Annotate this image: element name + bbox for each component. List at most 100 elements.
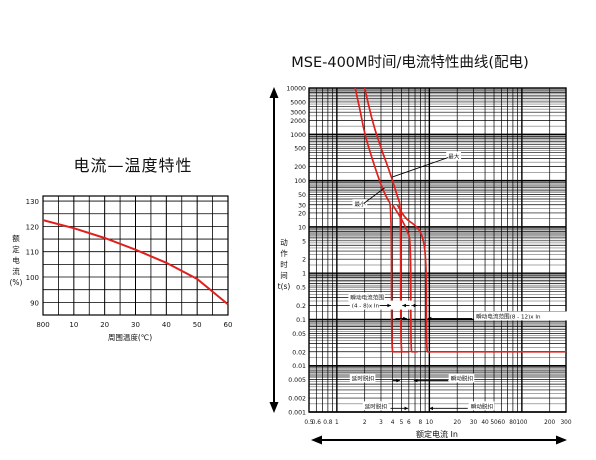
x-tick-label: 40 [481, 420, 489, 426]
y-tick-label: 0.2 [296, 303, 306, 310]
left-chart-title: 电流—温度特性 [73, 156, 192, 175]
leader-line [363, 187, 386, 204]
y-tick-label: 50 [298, 192, 306, 199]
annotation-arrowhead [396, 378, 400, 383]
annotation-bg [352, 199, 368, 209]
y-axis-label: 额 [12, 233, 20, 243]
y-axis-label: 流 [12, 266, 20, 276]
x-tick-label: 40 [162, 321, 171, 329]
leader-line [392, 157, 449, 178]
annotation-label: 瞬动脱扣 [451, 374, 474, 382]
annotation-bg [349, 373, 376, 383]
x-tick-label: 50 [490, 420, 498, 426]
annotation-label: 瞬动电流范围(8 - 12)x In [476, 312, 541, 320]
x-tick-label: 5 [400, 420, 404, 426]
annotation-bg [468, 401, 495, 411]
y-tick-label: 130 [26, 198, 39, 206]
y-axis-label: 间 [280, 271, 288, 280]
series-line [354, 87, 402, 353]
y-tick-label: 0.001 [288, 410, 306, 417]
x-tick-label: 0.5 [304, 420, 314, 426]
y-tick-label: 500 [294, 146, 306, 153]
annotation-arrowhead [387, 303, 392, 308]
y-tick-label: 5 [302, 238, 306, 245]
annotation-label: 瞬动脱扣 [471, 402, 494, 410]
y-axis-arrowhead [269, 87, 279, 98]
x-tick-label: 200 [544, 420, 555, 426]
annotation-bg [348, 292, 385, 302]
y-tick-label: 20 [298, 210, 306, 217]
x-tick-label: 100 [516, 420, 527, 426]
x-tick-label: 0.8 [323, 420, 333, 426]
x-tick-label: 800 [36, 321, 49, 329]
annotation-arrowhead [403, 316, 407, 321]
x-tick-label: 2 [363, 420, 367, 426]
x-tick-label: 60 [498, 420, 506, 426]
y-tick-label: 0.002 [288, 396, 306, 403]
y-tick-label: 2 [302, 257, 306, 264]
y-tick-label: 0.05 [292, 331, 306, 338]
y-tick-label: 0.005 [288, 377, 306, 384]
series-line [42, 219, 229, 306]
annotation-bg [362, 401, 389, 411]
x-tick-label: 8 [419, 420, 423, 426]
x-tick-label: 6 [407, 420, 411, 426]
y-tick-label: 110 [26, 249, 39, 257]
y-tick-label: 1 [302, 271, 306, 278]
x-axis-label: 额定电流 In [416, 429, 458, 439]
x-axis-arrowhead [311, 435, 322, 445]
current-temperature-chart: 电流—温度特性 90 100 110 120 130 800 10 20 30 40 50 60 额定电流… [10, 156, 233, 342]
x-axis-label: 周围温度(℃) [108, 332, 152, 342]
x-tick-label: 60 [224, 321, 233, 329]
y-tick-label: 120 [26, 223, 39, 231]
y-axis-label: 作 [280, 248, 288, 258]
annotation-label: 延时脱扣 [365, 402, 388, 410]
annotation-label: 延时脱扣 [352, 374, 375, 382]
x-tick-label: 50 [193, 321, 202, 329]
annotation-arrowhead [413, 303, 418, 308]
plot-frame [42, 195, 229, 316]
y-axis-label: 电 [12, 255, 20, 265]
x-tick-label: 80 [509, 420, 517, 426]
y-axis-label: t(s) [278, 282, 291, 291]
annotation-label: 最小 [354, 200, 366, 208]
y-tick-label: 3000 [290, 110, 306, 117]
y-tick-label: 1000 [290, 132, 306, 139]
x-tick-label: 300 [560, 420, 571, 426]
x-tick-label: 30 [470, 420, 478, 426]
y-tick-label: 30 [298, 202, 306, 209]
y-tick-label: 2000 [290, 118, 306, 125]
plot-frame [308, 87, 567, 413]
annotation-bg [446, 151, 462, 161]
x-axis-arrowhead [556, 435, 567, 445]
series-line [396, 204, 566, 353]
y-tick-label: 0.1 [296, 317, 306, 324]
annotation-label: (4 - 8)x In [352, 304, 380, 310]
y-axis-label: 定 [12, 244, 20, 254]
right-chart-title: MSE-400M时间/电流特性曲线(配电) [291, 54, 529, 71]
annotation-bg [448, 373, 475, 383]
y-tick-label: 100 [294, 178, 306, 185]
x-tick-label: 0.6 [312, 420, 322, 426]
y-tick-label: 0.5 [296, 285, 306, 292]
y-axis-label: 动 [280, 237, 288, 247]
annotation-arrowhead [402, 303, 406, 308]
annotation-arrowhead [404, 406, 409, 411]
time-current-chart: MSE-400M时间/电流特性曲线(配电)1000050003000200010… [269, 54, 576, 445]
series-line [391, 204, 418, 353]
y-tick-label: 10000 [286, 86, 306, 93]
y-tick-label: 5000 [290, 99, 306, 106]
y-axis-label: 时 [280, 259, 288, 269]
y-tick-label: 100 [26, 274, 39, 282]
y-tick-label: 0.02 [292, 349, 306, 356]
x-tick-label: 10 [426, 420, 434, 426]
x-tick-label: 3 [379, 420, 383, 426]
y-axis-label: (%) [10, 278, 23, 287]
y-tick-label: 10 [298, 224, 306, 231]
annotation-bg [474, 311, 576, 321]
annotation-label: 最大 [448, 152, 460, 160]
annotation-arrowhead [413, 378, 418, 383]
y-tick-label: 200 [294, 164, 306, 171]
x-tick-label: 20 [454, 420, 462, 426]
